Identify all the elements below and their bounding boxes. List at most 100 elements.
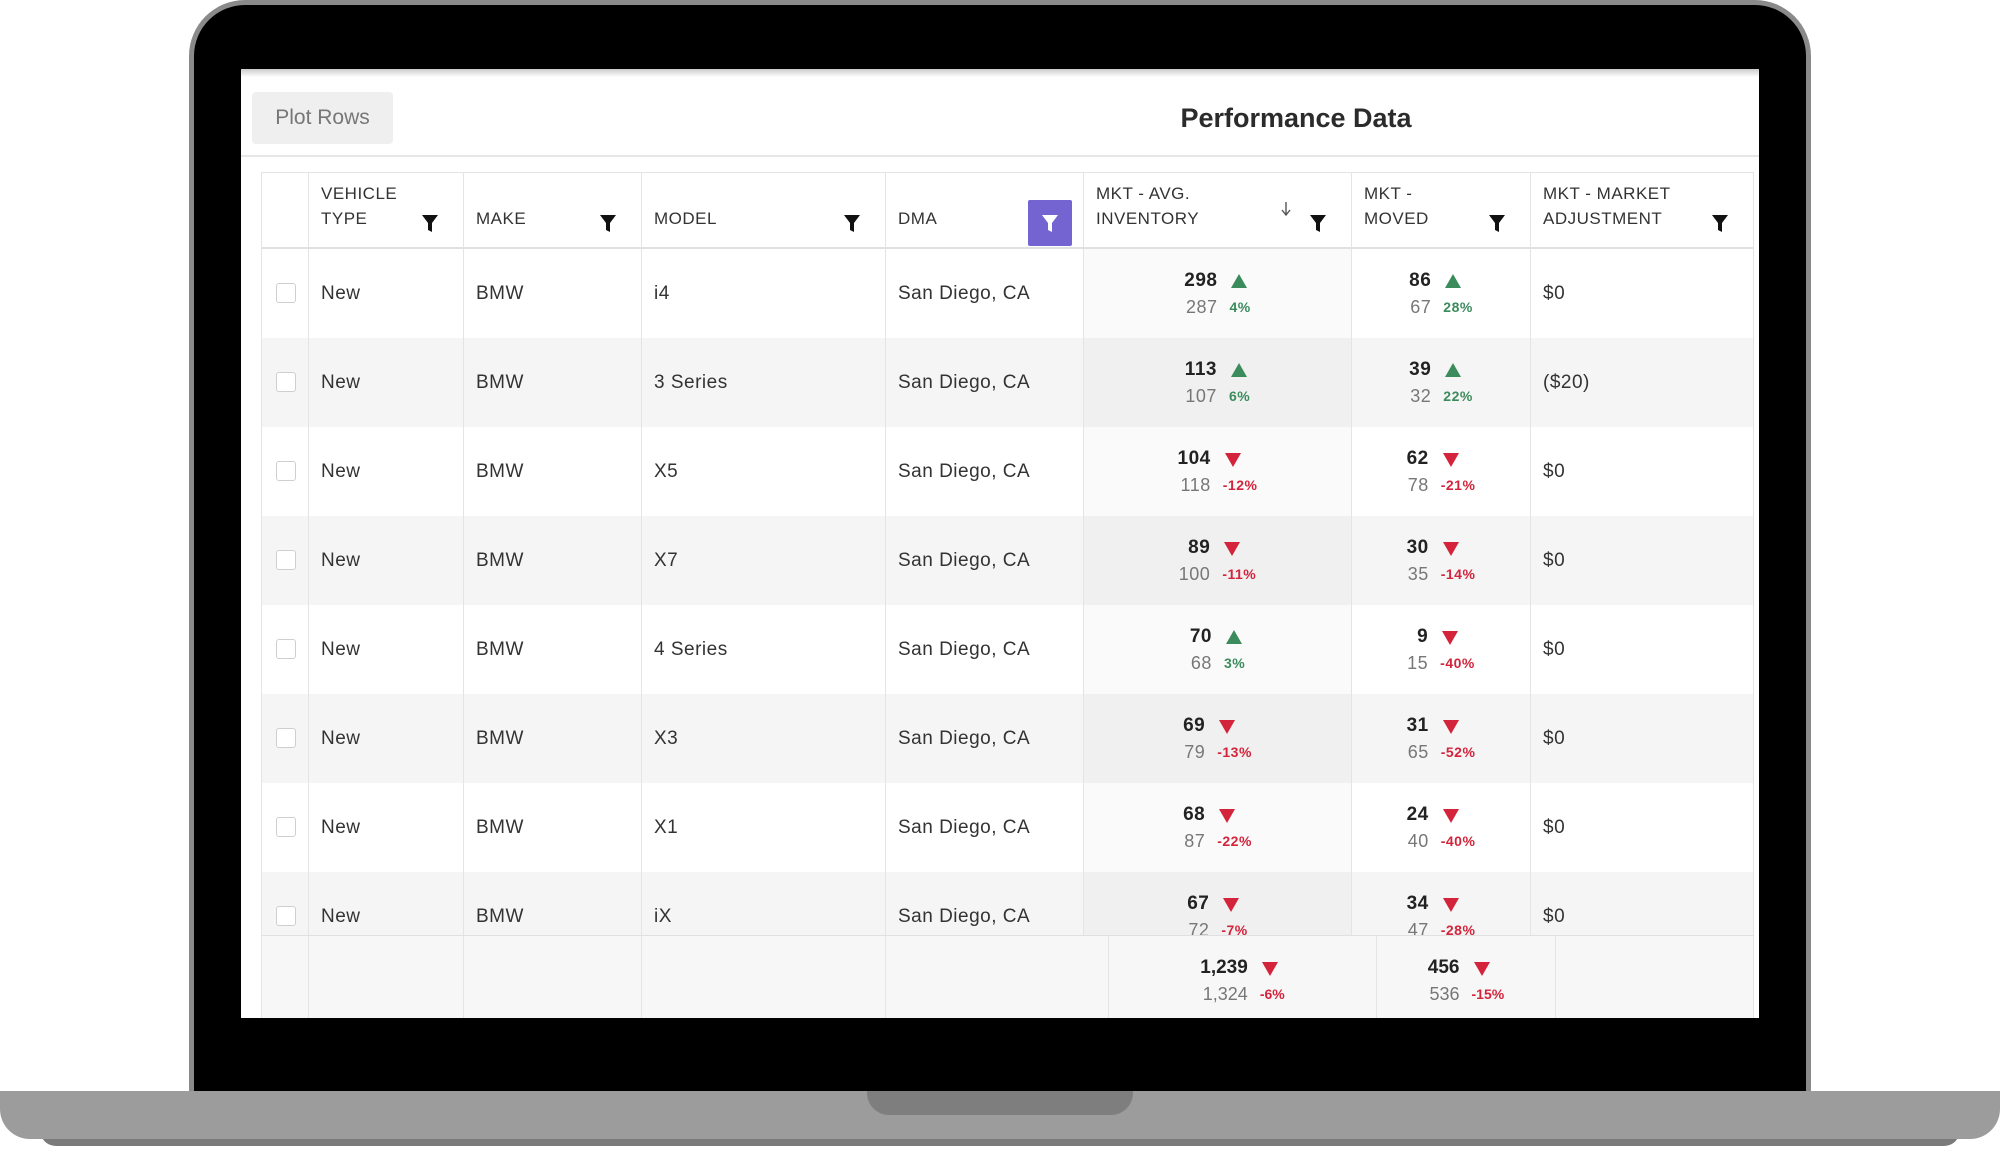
filter-button[interactable] — [1698, 200, 1742, 246]
trend-down-arrow — [1442, 542, 1459, 556]
table-cell: BMW — [464, 872, 642, 935]
filter-icon — [1712, 215, 1728, 232]
table-cell: $0 — [1531, 783, 1754, 872]
current-value: 30 — [1406, 537, 1429, 558]
table-cell: BMW — [464, 338, 642, 427]
table-cell: X1 — [642, 783, 886, 872]
stat-group: 62 78 -21% — [1352, 445, 1530, 499]
table-cell: San Diego, CA — [886, 783, 1084, 872]
previous-value: 87 — [1184, 831, 1206, 851]
previous-value: 1,324 — [1202, 984, 1248, 1004]
filter-icon — [1310, 215, 1326, 232]
change-percent: -11% — [1222, 566, 1257, 582]
stat-cell: 86 67 28% — [1352, 249, 1531, 338]
previous-value: 287 — [1185, 297, 1218, 317]
table-body: New BMW i4 San Diego, CA 298 287 4% 86 67 28% $0 Ne… — [261, 249, 1754, 935]
filter-icon — [600, 215, 616, 232]
stat-cell: 62 78 -21% — [1352, 427, 1531, 516]
filter-button[interactable] — [1028, 200, 1072, 246]
stat-cell: 68 87 -22% — [1084, 783, 1352, 872]
row-checkbox[interactable] — [276, 550, 296, 570]
stat-cell: 30 35 -14% — [1352, 516, 1531, 605]
current-value: 70 — [1189, 626, 1212, 647]
change-percent: 22% — [1443, 388, 1473, 404]
totals-cell — [464, 936, 642, 1018]
table-cell: New — [309, 249, 464, 338]
trend-down-arrow — [1442, 631, 1459, 645]
stat-cell: 113 107 6% — [1084, 338, 1352, 427]
stat-group: 34 47 -28% — [1352, 890, 1530, 935]
change-percent: -6% — [1259, 986, 1285, 1002]
current-value: 89 — [1188, 537, 1211, 558]
table-cell: $0 — [1531, 427, 1754, 516]
change-percent: -13% — [1217, 744, 1252, 760]
table-cell: BMW — [464, 783, 642, 872]
change-percent: -28% — [1440, 922, 1476, 935]
stat-cell: 67 72 -7% — [1084, 872, 1352, 935]
checkbox-cell — [261, 338, 309, 427]
table-cell: New — [309, 605, 464, 694]
filter-button[interactable] — [830, 200, 874, 246]
stat-cell: 39 32 22% — [1352, 338, 1531, 427]
trend-up-arrow — [1445, 274, 1462, 288]
current-value: 69 — [1183, 715, 1206, 736]
table-cell: San Diego, CA — [886, 605, 1084, 694]
table-row: New BMW iX San Diego, CA 67 72 -7% 34 47 -28% $0 — [261, 872, 1754, 935]
table-row: New BMW X7 San Diego, CA 89 100 -11% 30 35 -14% $0 — [261, 516, 1754, 605]
trend-down-arrow — [1442, 720, 1459, 734]
header-label: VEHICLE TYPE — [321, 184, 398, 228]
change-percent: -7% — [1221, 922, 1248, 935]
header-cell: MKT - MOVED — [1352, 172, 1531, 249]
table-cell: $0 — [1531, 872, 1754, 935]
row-checkbox[interactable] — [276, 728, 296, 748]
trend-up-arrow — [1231, 274, 1248, 288]
row-checkbox[interactable] — [276, 461, 296, 481]
toolbar-divider — [241, 155, 1759, 157]
current-value: 62 — [1406, 448, 1429, 469]
table-cell: iX — [642, 872, 886, 935]
current-value: 24 — [1406, 804, 1429, 825]
checkbox-cell — [261, 783, 309, 872]
totals-cell — [886, 936, 1109, 1018]
table-cell: $0 — [1531, 694, 1754, 783]
filter-button[interactable] — [1475, 200, 1519, 246]
current-value: 298 — [1184, 270, 1218, 291]
current-value: 86 — [1409, 270, 1432, 291]
header-cell: MKT - MARKET ADJUSTMENT — [1531, 172, 1754, 249]
trend-down-arrow — [1224, 453, 1241, 467]
filter-button[interactable] — [1296, 200, 1340, 246]
previous-value: 118 — [1180, 475, 1211, 495]
previous-value: 68 — [1190, 653, 1212, 673]
change-percent: 3% — [1223, 655, 1246, 671]
header-label: MKT - MOVED — [1364, 184, 1429, 228]
row-checkbox[interactable] — [276, 817, 296, 837]
trend-down-arrow — [1219, 809, 1236, 823]
table-cell: New — [309, 694, 464, 783]
filter-button[interactable] — [586, 200, 630, 246]
stat-cell: 31 65 -52% — [1352, 694, 1531, 783]
row-checkbox[interactable] — [276, 639, 296, 659]
stat-cell: 70 68 3% — [1084, 605, 1352, 694]
trend-down-arrow — [1219, 720, 1236, 734]
row-checkbox[interactable] — [276, 283, 296, 303]
previous-value: 15 — [1407, 653, 1429, 673]
stat-cell: 9 15 -40% — [1352, 605, 1531, 694]
change-percent: -12% — [1222, 477, 1258, 493]
table-cell: San Diego, CA — [886, 872, 1084, 935]
stat-cell: 34 47 -28% — [1352, 872, 1531, 935]
plot-rows-button[interactable]: Plot Rows — [252, 92, 393, 144]
trend-up-arrow — [1445, 363, 1462, 377]
table-cell: New — [309, 516, 464, 605]
previous-value: 72 — [1188, 920, 1210, 935]
change-percent: 4% — [1229, 299, 1251, 315]
change-percent: 6% — [1228, 388, 1251, 404]
row-checkbox[interactable] — [276, 906, 296, 926]
stat-group: 89 100 -11% — [1084, 534, 1351, 588]
filter-button[interactable] — [408, 200, 452, 246]
row-checkbox[interactable] — [276, 372, 296, 392]
change-percent: -40% — [1440, 833, 1476, 849]
table-cell: i4 — [642, 249, 886, 338]
header-cell: MODEL — [642, 172, 886, 249]
previous-value: 78 — [1407, 475, 1429, 495]
current-value: 9 — [1417, 626, 1429, 647]
